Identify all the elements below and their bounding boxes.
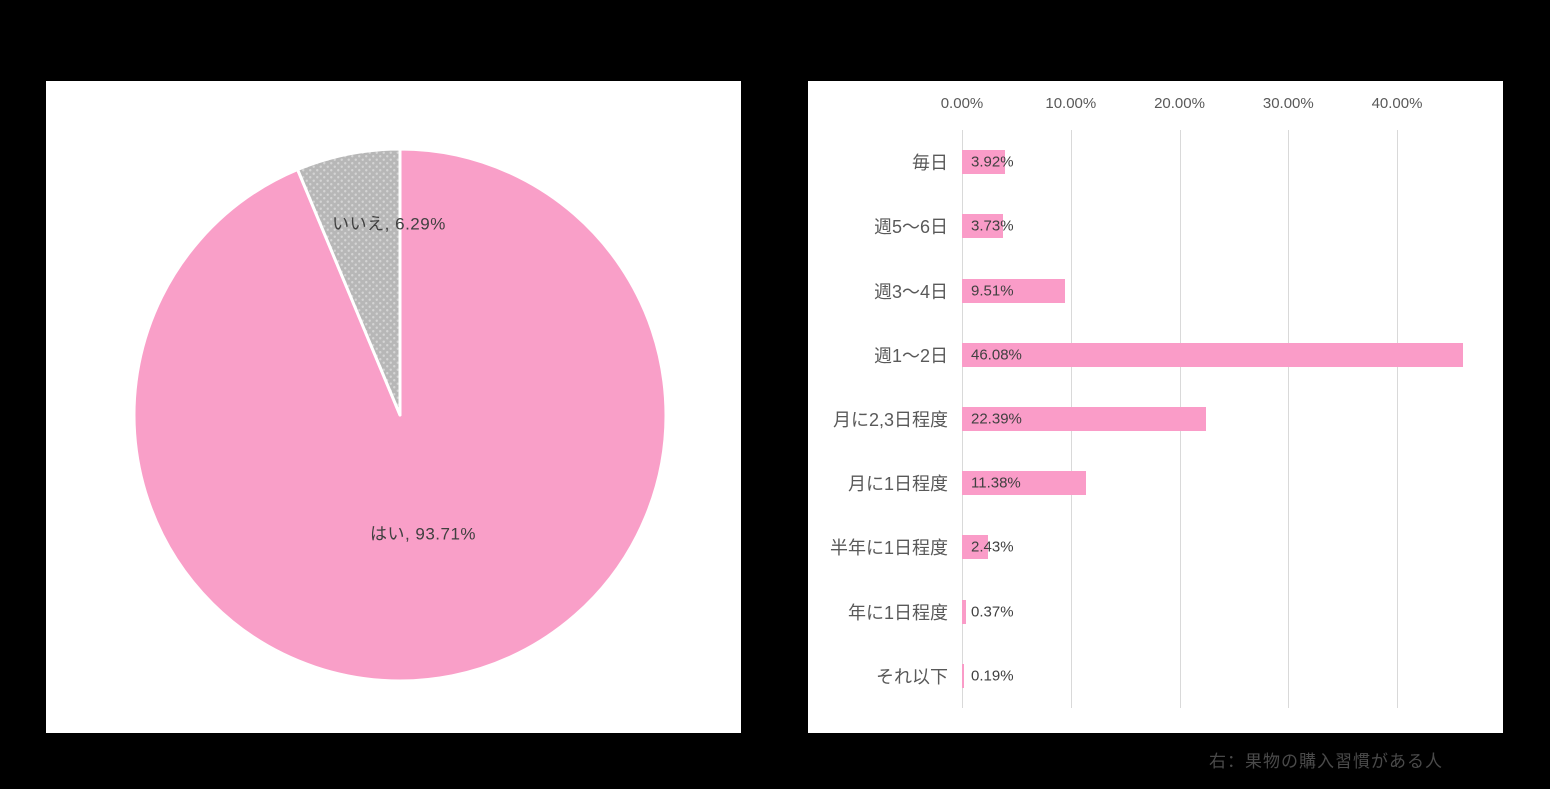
bar-年に1日程度 [962,599,966,624]
value-label: 22.39% [971,410,1022,428]
bar-週5〜6日 [962,214,1003,239]
bar-毎日 [962,150,1005,175]
axis-tick-label: 40.00% [1371,95,1423,112]
category-label: 週5〜6日 [873,217,948,238]
bar-半年に1日程度 [962,535,989,560]
value-label: 2.43% [971,538,1014,556]
value-label: 9.51% [971,282,1014,300]
category-label: 半年に1日程度 [829,538,948,559]
pie-chart [132,147,668,683]
value-label: 0.19% [971,667,1014,685]
category-label: 週1〜2日 [873,345,948,366]
gridline-30 [1288,130,1290,708]
category-label: 毎日 [912,153,948,174]
bar-それ以下 [962,663,965,688]
axis-tick-label: 30.00% [1262,95,1314,112]
bar-月に1日程度 [962,471,1086,496]
value-label: 3.92% [971,153,1014,171]
category-label: 週3〜4日 [873,281,948,302]
pie-label-yes: はい, 93.71% [369,524,477,544]
value-label: 46.08% [971,346,1022,364]
category-label: それ以下 [876,666,948,687]
axis-tick-label: 20.00% [1154,95,1205,112]
category-label: 年に1日程度 [847,602,948,623]
axis-tick-label: 10.00% [1045,95,1097,112]
pie-chart-card: はい, 93.71% いいえ, 6.29% [46,81,741,733]
axis-tick-label: 0.00% [940,95,984,112]
figure-caption: 右：果物の購入習慣がある人 [1209,752,1443,771]
category-label: 月に2,3日程度 [832,410,948,430]
pie-label-no: いいえ, 6.29% [332,214,446,234]
value-label: 3.73% [971,217,1014,235]
pie-slice-いいえ [296,147,402,417]
bar-月に2,3日程度 [962,407,1206,431]
value-label: 0.37% [971,603,1014,621]
bar-週1〜2日 [962,342,1464,367]
bar-chart-card: 0.00% 10.00% 20.00% 30.00% 40.00% 毎日 3.92% 週5〜… [808,81,1503,733]
pie-slices [132,147,668,683]
gridline-40 [1397,130,1398,708]
value-label: 11.38% [971,474,1021,492]
category-label: 月に1日程度 [847,474,948,495]
bar-週3〜4日 [962,278,1066,303]
